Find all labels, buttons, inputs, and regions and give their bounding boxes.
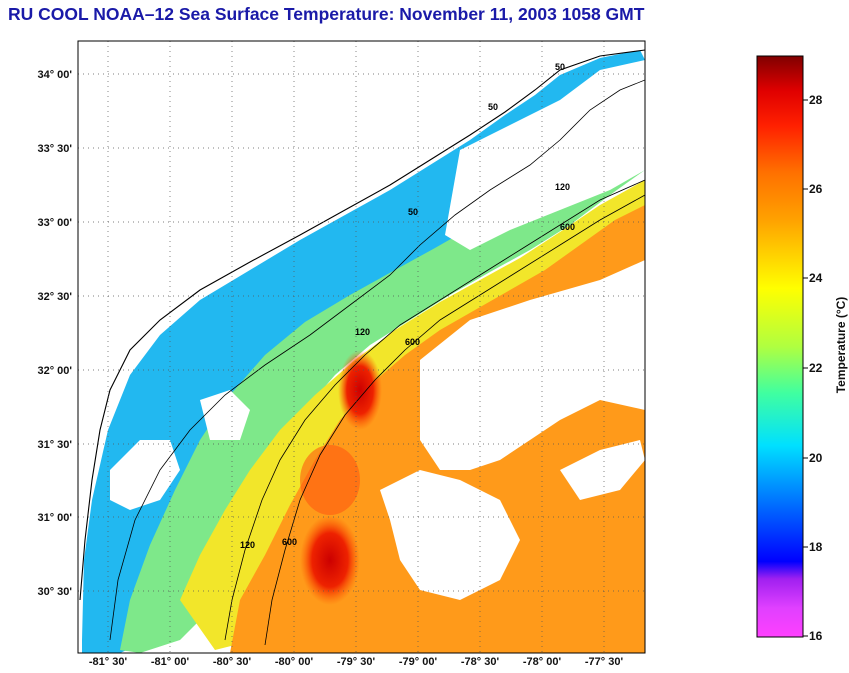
colorbar-tick-26: 26 (809, 182, 823, 196)
cloud-gap-4 (110, 440, 180, 510)
lat-tick-3: 32° 30' (37, 291, 72, 303)
coastline (79, 49, 645, 601)
lon-tick-4: -79° 30' (337, 656, 376, 668)
lat-axis: 34° 00' 33° 30' 33° 00' 32° 30' 32° 00' … (37, 69, 72, 598)
warm-core-1 (300, 515, 360, 605)
contour-label-120-c: 120 (240, 540, 255, 550)
lat-tick-2: 33° 00' (37, 217, 72, 229)
warm-core-3 (300, 445, 360, 515)
colorbar-tick-18: 18 (809, 540, 823, 554)
lon-tick-1: -81° 00' (151, 656, 190, 668)
cloud-gap-3 (445, 60, 645, 250)
lon-axis: -81° 30' -81° 00' -80° 30' -80° 00' -79°… (89, 656, 624, 668)
lat-tick-0: 34° 00' (37, 69, 72, 81)
colorbar-ticks (803, 99, 808, 637)
lon-tick-0: -81° 30' (89, 656, 128, 668)
lat-tick-1: 33° 30' (37, 143, 72, 155)
cloud-gap-6 (560, 440, 645, 500)
lon-tick-8: -77° 30' (585, 656, 624, 668)
lon-tick-3: -80° 00' (275, 656, 314, 668)
lat-tick-7: 30° 30' (37, 586, 72, 598)
colorbar-gradient (756, 55, 804, 638)
contour-label-120-a: 120 (355, 327, 370, 337)
contour-label-600-a: 600 (405, 337, 420, 347)
colorbar-tick-16: 16 (809, 629, 823, 643)
mid-shelf-water (120, 105, 645, 653)
contour-120m (224, 179, 645, 641)
lat-tick-6: 31° 00' (37, 512, 72, 524)
cloud-gap-5 (200, 390, 250, 440)
lon-tick-2: -80° 30' (213, 656, 252, 668)
colorbar-label: Temperature (°C) (834, 297, 848, 394)
colorbar-tick-28: 28 (809, 93, 823, 107)
lon-tick-6: -78° 30' (461, 656, 500, 668)
warm-core-2 (338, 350, 382, 430)
map-grid (78, 41, 645, 653)
lat-tick-5: 31° 30' (37, 439, 72, 451)
sst-data-layer (78, 41, 645, 653)
colorbar-tick-22: 22 (809, 361, 823, 375)
lat-tick-4: 32° 00' (37, 365, 72, 377)
contour-label-600-c: 600 (282, 537, 297, 547)
lon-tick-5: -79° 00' (399, 656, 438, 668)
colorbar-tick-24: 24 (809, 271, 823, 285)
contour-label-50-b: 50 (408, 207, 418, 217)
contour-600m (264, 194, 645, 646)
colorbar-tick-20: 20 (809, 451, 823, 465)
land-mass (78, 41, 645, 653)
map-frame (77, 40, 646, 654)
contour-label-600-b: 600 (560, 222, 575, 232)
lon-tick-7: -78° 00' (523, 656, 562, 668)
southeast-warm-water (490, 610, 645, 653)
contour-label-120-b: 120 (555, 182, 570, 192)
contour-label-50-c: 50 (555, 62, 565, 72)
cloud-gap-1 (420, 260, 645, 470)
colorbar: 28 26 24 22 20 18 16 Temperature (°C) (756, 55, 848, 643)
contour-50m (109, 79, 645, 641)
contour-label-50-a: 50 (488, 102, 498, 112)
page-title: RU COOL NOAA–12 Sea Surface Temperature:… (8, 4, 645, 24)
cloud-gap-2 (380, 470, 520, 600)
